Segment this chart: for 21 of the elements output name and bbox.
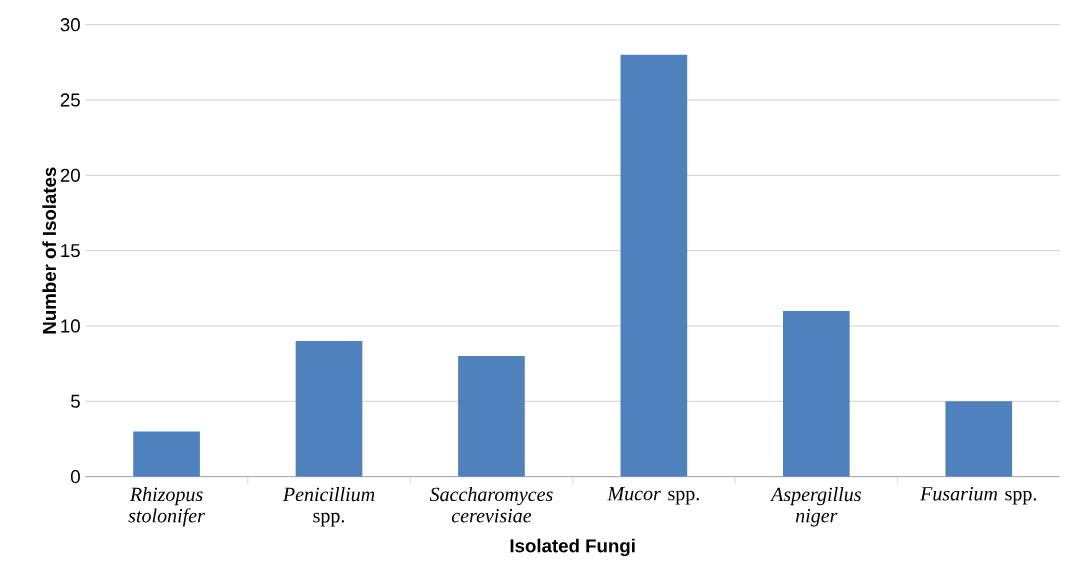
- y-tick-label: 5: [71, 394, 80, 408]
- y-tick-label: 15: [61, 244, 80, 258]
- x-tick-label: Mucor spp.: [607, 487, 699, 505]
- x-tick-label: Fusarium spp.: [920, 487, 1037, 505]
- y-tick-label: 30: [60, 18, 80, 32]
- bar: [620, 54, 688, 477]
- bar: [458, 356, 525, 477]
- y-tick-label: 25: [60, 93, 80, 107]
- x-axis-title: Isolated Fungi: [510, 538, 635, 557]
- bar: [133, 431, 200, 477]
- x-tick-label: Rhizopus stolonifer: [128, 487, 205, 527]
- bar: [295, 341, 363, 477]
- bar: [783, 310, 850, 477]
- y-tick-label: 20: [60, 168, 80, 182]
- y-tick-label: 10: [61, 319, 80, 333]
- y-tick-label: 0: [70, 470, 80, 484]
- y-axis-title: Number of Isolates: [42, 167, 57, 334]
- x-tick-label: Saccharomyces cerevisiae: [429, 487, 553, 523]
- x-tick-label: Aspergillus niger: [770, 487, 861, 527]
- x-tick-label: Penicillium spp.: [282, 487, 375, 527]
- bar: [945, 401, 1013, 477]
